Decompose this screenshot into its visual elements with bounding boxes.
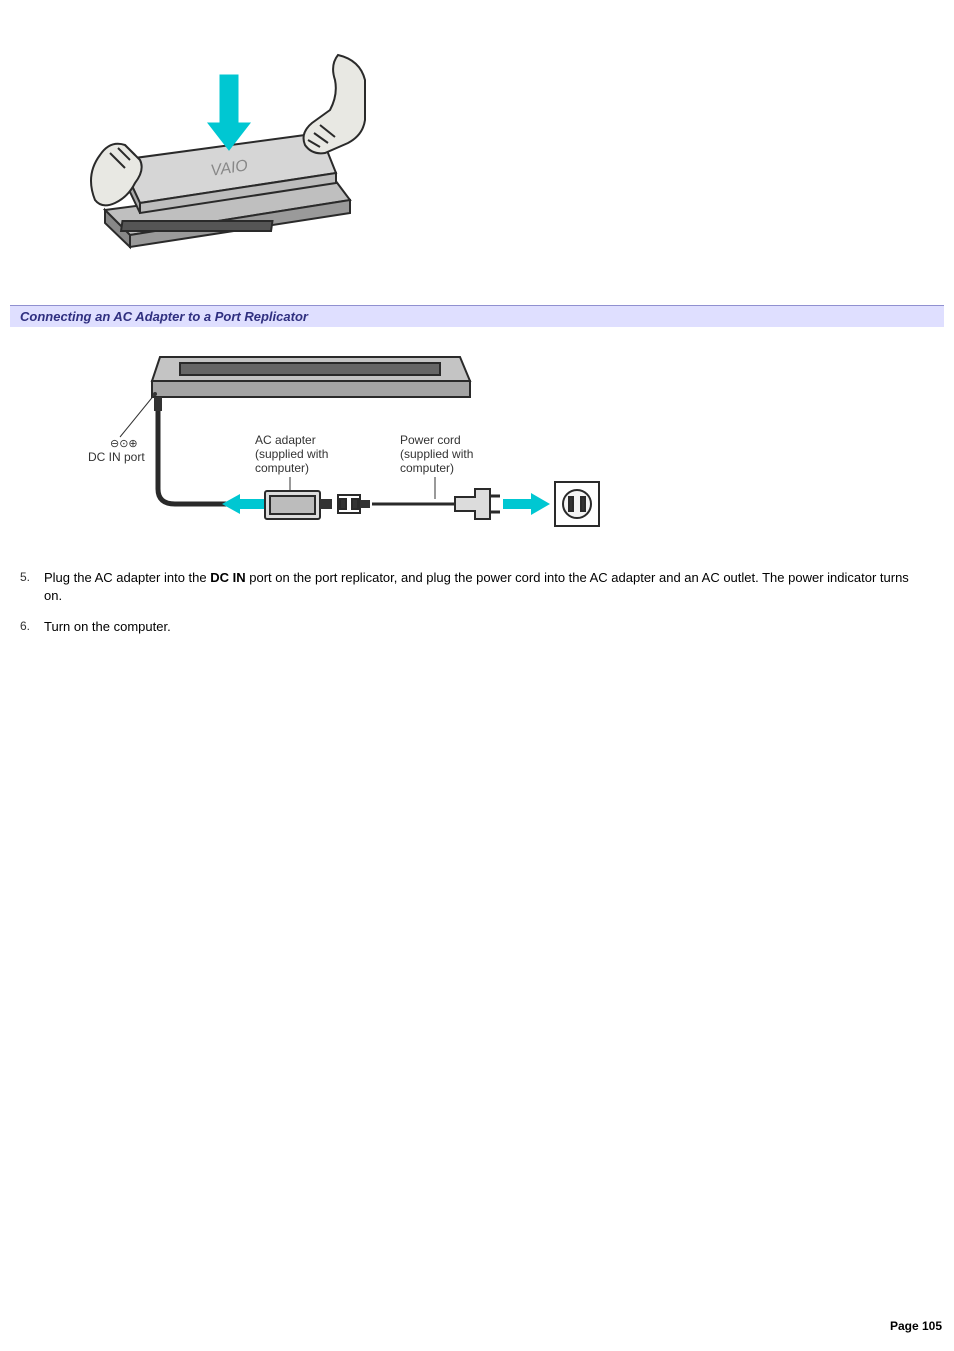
step-number: 5.	[20, 569, 44, 604]
dc-port-label: DC IN port	[88, 450, 145, 464]
power-cord-label-3: computer)	[400, 461, 454, 475]
power-cord-label-1: Power cord	[400, 433, 461, 447]
ac-adapter-label-2: (supplied with	[255, 447, 328, 461]
power-cord-label-2: (supplied with	[400, 447, 473, 461]
instruction-list: 5. Plug the AC adapter into the DC IN po…	[20, 569, 944, 636]
step-text: Plug the AC adapter into the DC IN port …	[44, 569, 924, 604]
step-text: Turn on the computer.	[44, 618, 924, 636]
step-number: 6.	[20, 618, 44, 636]
section-heading: Connecting an AC Adapter to a Port Repli…	[10, 305, 944, 327]
page-number: Page 105	[890, 1319, 942, 1333]
figure-ac-adapter-diagram: ⊖⊙⊕ DC IN port AC adapter (supplied with…	[80, 339, 610, 539]
figure-attach-laptop: VAIO	[80, 25, 370, 255]
ac-adapter-label-1: AC adapter	[255, 433, 316, 447]
ac-adapter-label-3: computer)	[255, 461, 309, 475]
step-6: 6. Turn on the computer.	[20, 618, 924, 636]
step-5: 5. Plug the AC adapter into the DC IN po…	[20, 569, 924, 604]
dc-symbol-text: ⊖⊙⊕	[110, 438, 138, 450]
